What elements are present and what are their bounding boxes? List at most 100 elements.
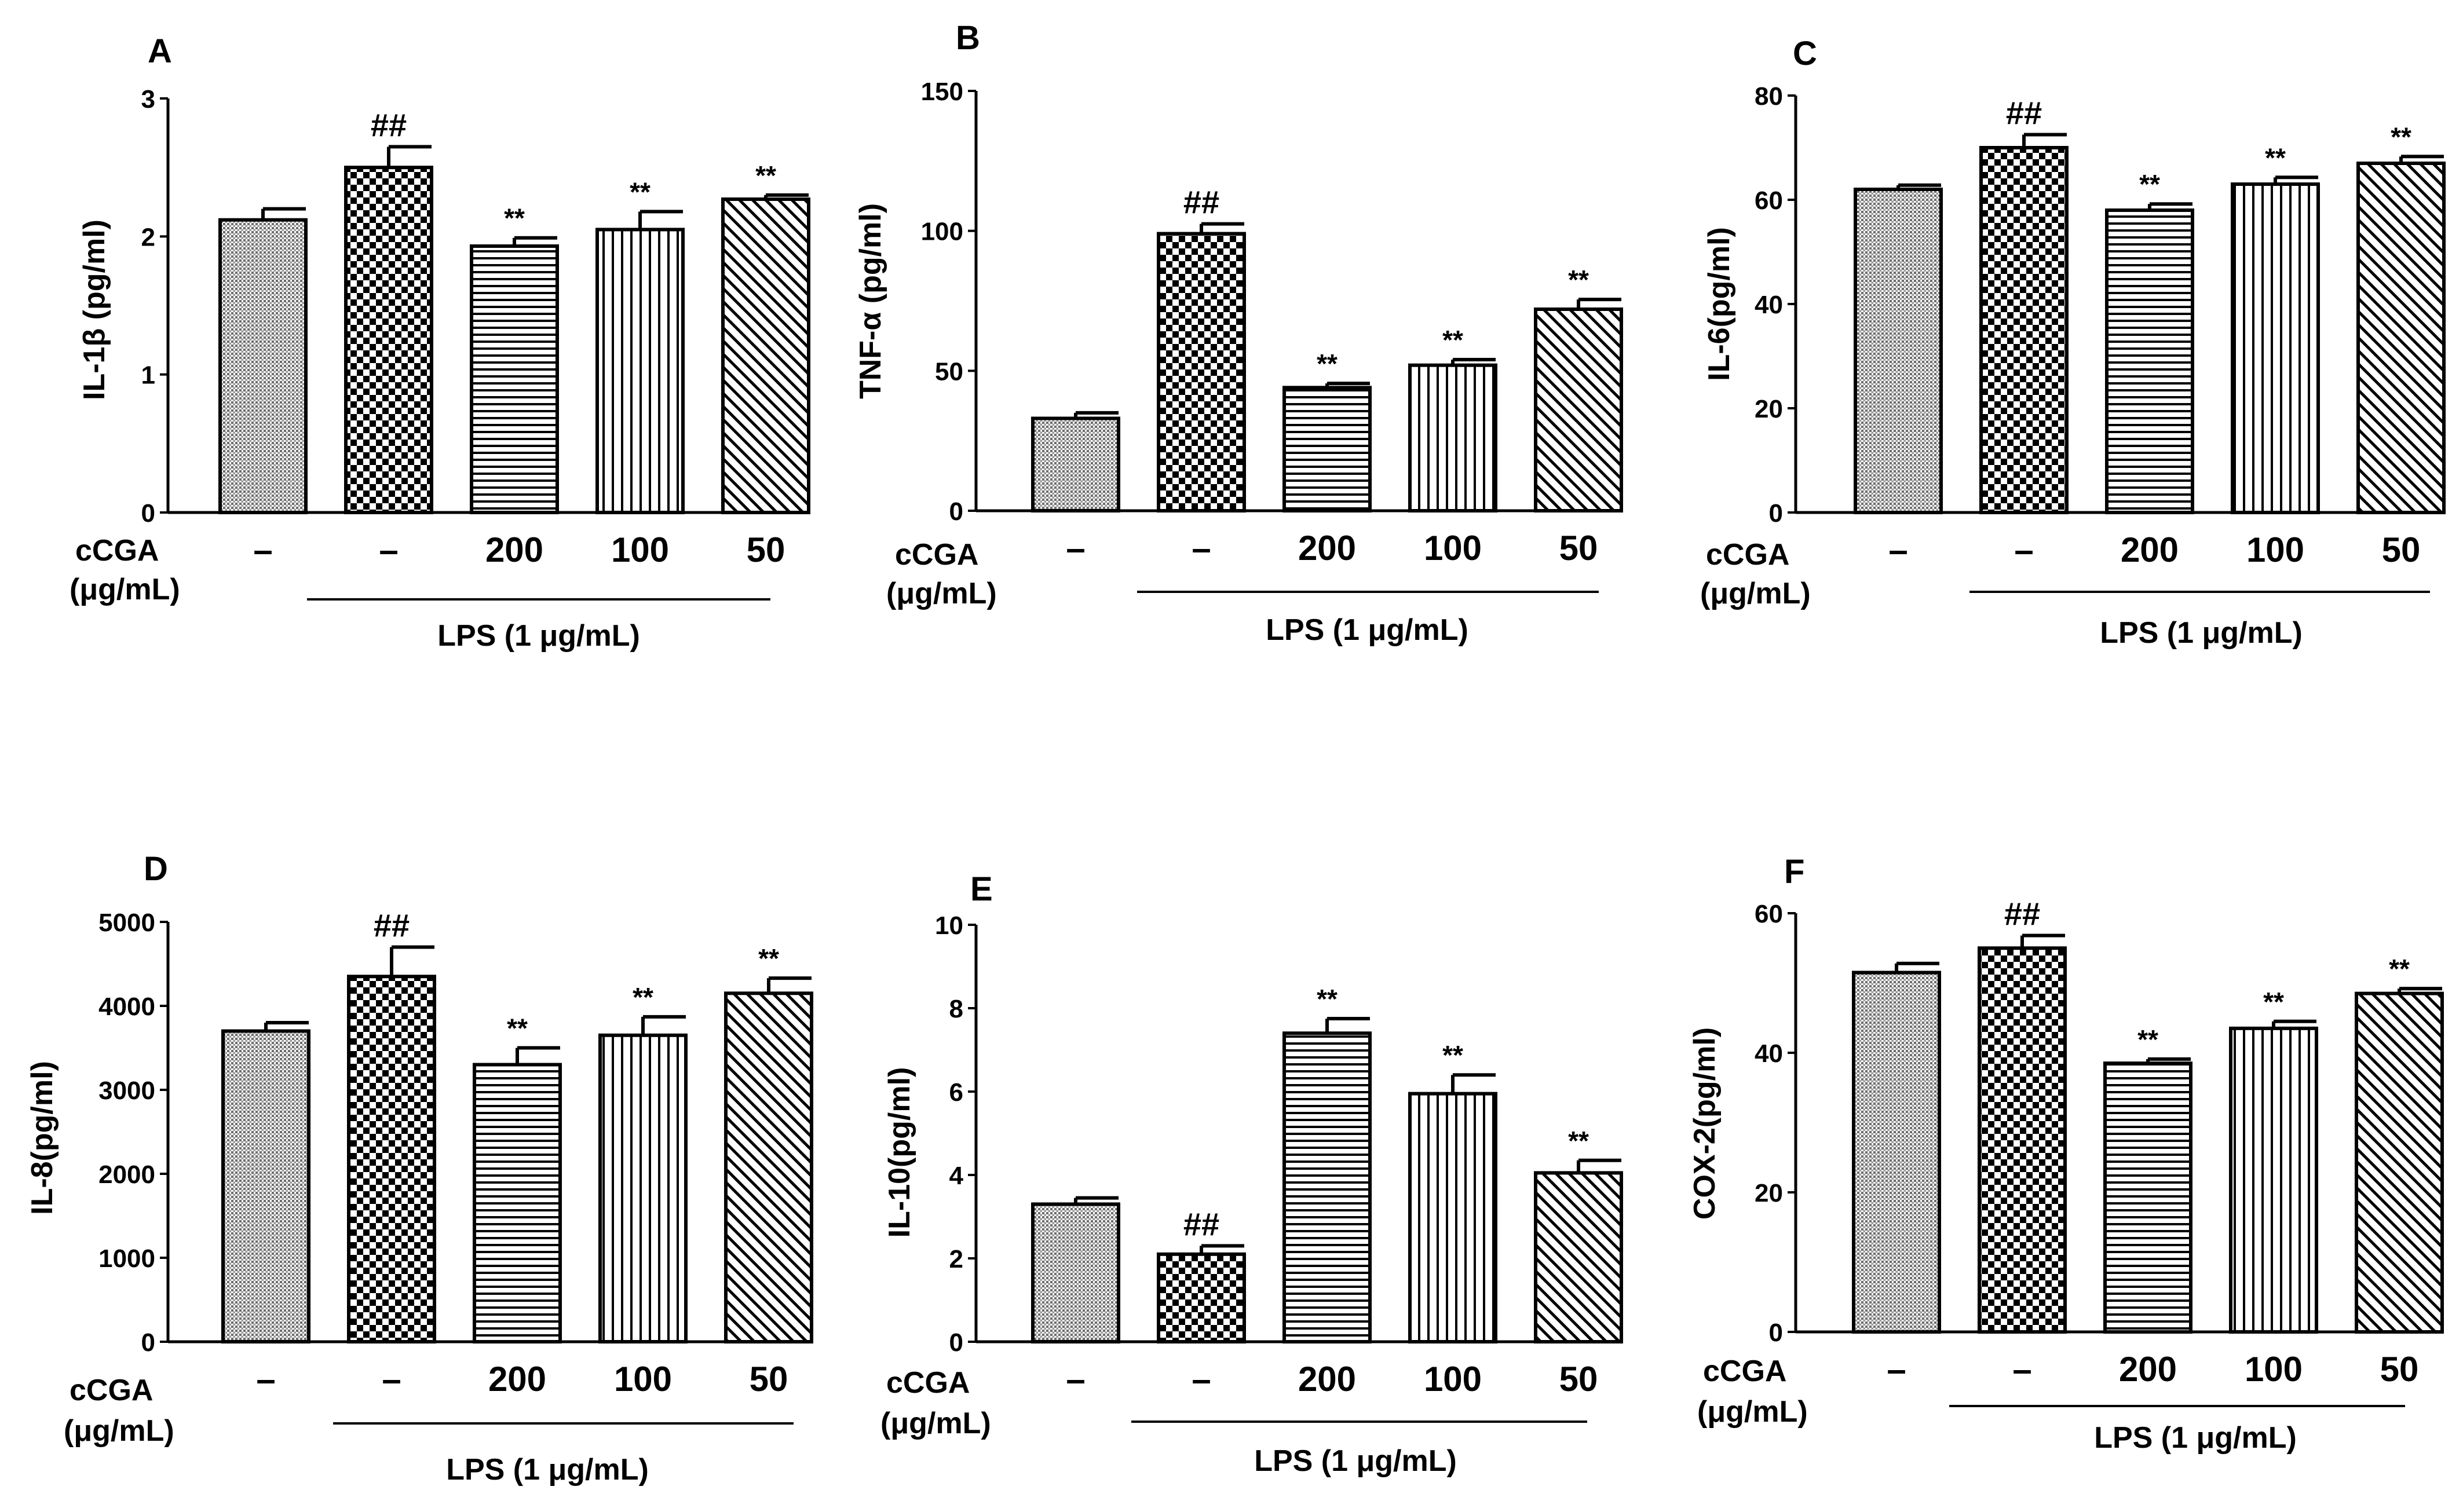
lps-label: LPS (1 μg/mL) (446, 1453, 649, 1487)
category-label: 200 (2119, 1350, 2177, 1389)
category-label: 200 (1298, 529, 1356, 568)
significance-marker: ** (504, 203, 525, 233)
significance-marker: ** (758, 943, 779, 973)
y-tick-label: 3000 (98, 1077, 155, 1105)
row-label-unit: (μg/mL) (70, 573, 180, 606)
y-tick-label: 0 (949, 497, 963, 526)
y-tick-label: 50 (935, 357, 963, 386)
y-axis-title: IL-6(pg/ml) (1702, 227, 1736, 381)
bar (2355, 991, 2444, 1334)
bar (1534, 1171, 1623, 1344)
significance-marker: ** (2137, 1024, 2158, 1055)
y-tick-label: 1000 (98, 1244, 155, 1273)
bar (344, 166, 433, 514)
row-label-unit: (μg/mL) (886, 577, 997, 610)
bar (721, 197, 810, 514)
bar (221, 1029, 310, 1343)
bar (2356, 162, 2446, 514)
bar (595, 228, 685, 514)
category-label: 100 (1424, 529, 1482, 568)
y-tick-label: 0 (1769, 1319, 1783, 1347)
bar (1282, 386, 1372, 512)
bar (2231, 182, 2320, 514)
bar (1157, 232, 1246, 512)
panel-label: F (1784, 853, 1804, 891)
significance-marker: ## (2006, 95, 2042, 131)
row-label-unit: (μg/mL) (64, 1414, 174, 1448)
significance-marker: ** (1317, 349, 1338, 379)
y-tick-label: 1 (141, 361, 155, 390)
y-tick-label: 100 (921, 218, 963, 246)
category-label: 50 (747, 530, 785, 569)
category-label: – (2012, 1350, 2031, 1389)
panel-f: F COX-2(pg/ml) cCGA (μg/mL) LPS (1 μg/mL… (1688, 853, 2444, 1455)
lps-label: LPS (1 μg/mL) (437, 619, 640, 653)
y-tick-label: 60 (1755, 186, 1783, 215)
category-label: 50 (750, 1360, 788, 1398)
row-label-ccga: cCGA (886, 1366, 970, 1400)
category-label: – (1066, 529, 1085, 568)
bar (347, 975, 436, 1343)
category-label: – (1066, 1360, 1085, 1398)
panel-a: A IL-1β (pg/ml) cCGA (μg/mL) LPS (1 μg/m… (70, 32, 810, 653)
significance-marker: ** (630, 177, 651, 207)
category-label: 200 (1298, 1360, 1356, 1398)
significance-marker: ## (1183, 184, 1219, 221)
y-axis-title: IL-1β (pg/ml) (78, 219, 111, 400)
row-label-unit: (μg/mL) (1700, 577, 1811, 610)
category-label: 50 (2382, 530, 2421, 569)
significance-marker: ** (1568, 265, 1589, 295)
bar (1031, 416, 1120, 512)
category-label: – (1888, 530, 1907, 569)
significance-marker: ** (1442, 1040, 1463, 1070)
panel-label: B (956, 19, 980, 57)
bar (1282, 1031, 1372, 1343)
panel-label: E (970, 870, 993, 908)
category-label: – (253, 530, 272, 569)
significance-marker: ** (2263, 987, 2284, 1017)
panel-label: D (144, 850, 168, 888)
y-tick-label: 8 (949, 995, 963, 1023)
significance-marker: ** (1442, 325, 1463, 355)
category-label: 50 (1559, 529, 1598, 568)
category-label: – (1192, 529, 1211, 568)
category-label: 100 (1424, 1360, 1482, 1398)
y-tick-label: 4 (949, 1162, 964, 1190)
y-tick-label: 2 (949, 1245, 963, 1273)
panel-c: C IL-6(pg/ml) cCGA (μg/mL) LPS (1 μg/mL)… (1700, 35, 2446, 650)
significance-marker: ** (507, 1013, 528, 1044)
category-label: 50 (2380, 1350, 2419, 1389)
bar (1408, 1092, 1497, 1343)
panel-label: A (148, 32, 172, 70)
panel-e: E IL-10(pg/ml) cCGA (μg/mL) LPS (1 μg/mL… (880, 870, 1623, 1478)
category-label: 200 (488, 1360, 546, 1398)
category-label: 100 (611, 530, 669, 569)
significance-marker: ** (633, 982, 653, 1012)
significance-marker: ** (2391, 122, 2411, 152)
y-tick-label: 20 (1755, 1179, 1783, 1207)
row-label-ccga: cCGA (1703, 1354, 1786, 1388)
bar (1852, 971, 1941, 1334)
bar (473, 1063, 562, 1343)
y-tick-label: 6 (949, 1078, 963, 1107)
category-label: – (379, 530, 398, 569)
category-label: – (2014, 530, 2033, 569)
y-tick-label: 80 (1755, 82, 1783, 111)
category-label: 100 (614, 1360, 672, 1398)
significance-marker: ## (371, 107, 407, 143)
panel-label: C (1793, 35, 1817, 72)
significance-marker: ** (2139, 169, 2160, 199)
y-tick-label: 20 (1755, 395, 1783, 423)
significance-marker: ** (2265, 142, 2286, 173)
row-label-unit: (μg/mL) (1697, 1395, 1808, 1429)
bar (1157, 1252, 1246, 1344)
y-tick-label: 3 (141, 85, 155, 114)
y-tick-label: 40 (1755, 1039, 1783, 1068)
bar (218, 218, 308, 514)
bar (1854, 188, 1943, 514)
category-label: – (1192, 1360, 1211, 1398)
y-axis-title: COX-2(pg/ml) (1688, 1027, 1722, 1220)
y-axis-title: TNF-α (pg/ml) (854, 203, 887, 399)
category-label: 50 (1559, 1360, 1598, 1398)
